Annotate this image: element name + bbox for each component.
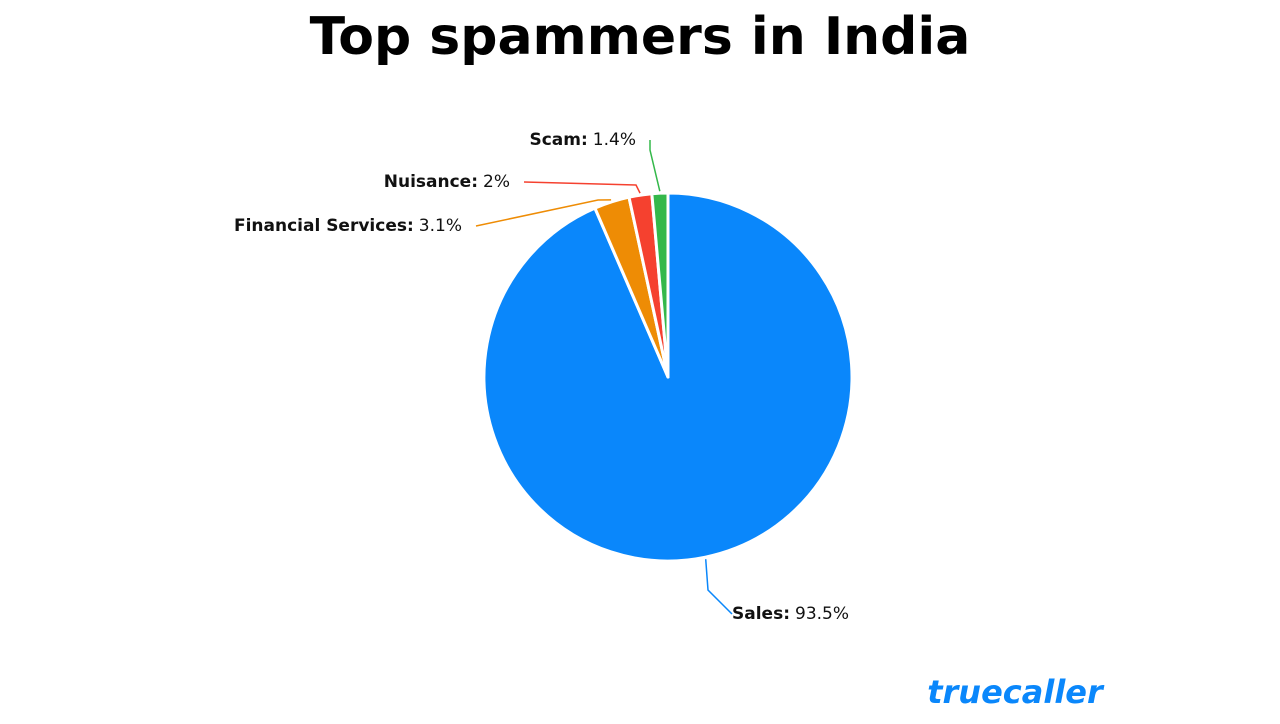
data-label: Scam: 1.4% xyxy=(529,130,636,150)
leader-line xyxy=(523,181,641,194)
label-separator: : xyxy=(471,172,478,192)
label-category: Nuisance xyxy=(384,172,471,192)
logo: truecaller xyxy=(927,673,1105,711)
leader-line xyxy=(649,140,661,192)
data-label: Sales: 93.5% xyxy=(732,604,849,624)
label-separator: : xyxy=(581,130,588,150)
label-separator: : xyxy=(783,604,790,624)
data-label: Financial Services: 3.1% xyxy=(234,216,462,236)
label-separator: : xyxy=(407,216,414,236)
label-category: Financial Services xyxy=(234,216,407,236)
leader-line xyxy=(475,199,612,227)
chart-title: Top spammers in India xyxy=(310,7,971,67)
label-category: Scam xyxy=(529,130,581,150)
label-value: 1.4% xyxy=(593,130,636,150)
label-value: 3.1% xyxy=(419,216,462,236)
pie-slice xyxy=(650,191,670,379)
leader-line xyxy=(704,559,733,615)
data-label: Nuisance: 2% xyxy=(384,172,510,192)
label-category: Sales xyxy=(732,604,783,624)
label-value: 2% xyxy=(483,172,510,192)
label-value: 93.5% xyxy=(795,604,849,624)
